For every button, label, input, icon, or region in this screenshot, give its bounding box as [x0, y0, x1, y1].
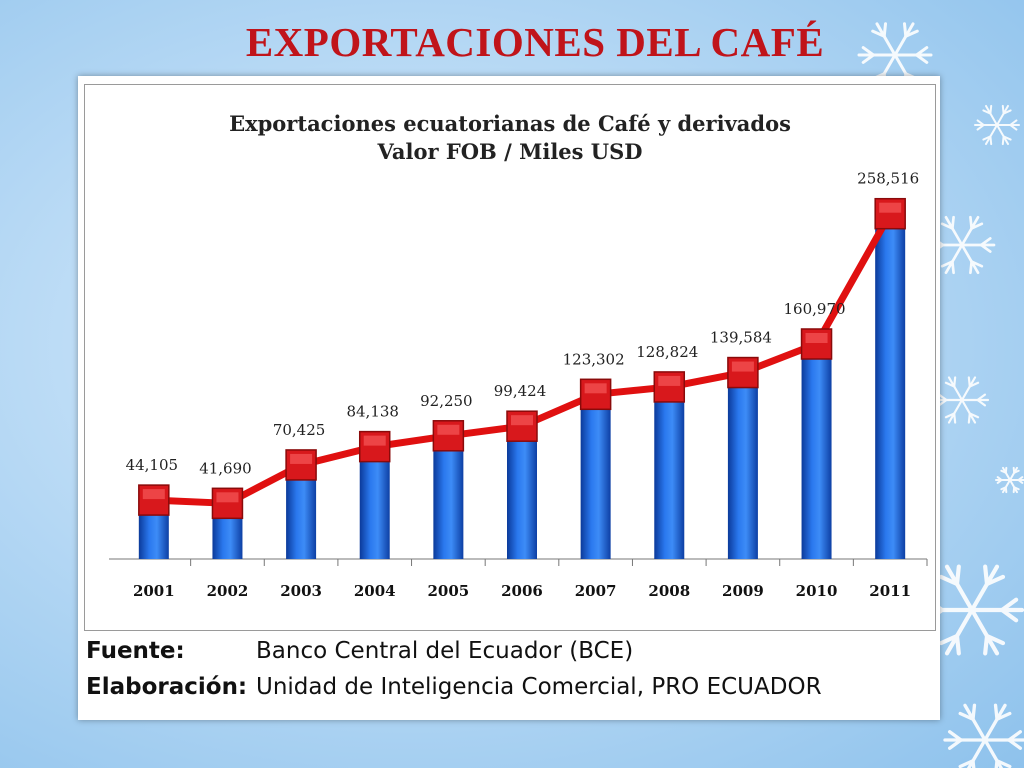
marker-highlight: [584, 383, 607, 394]
snowflake-icon: [995, 466, 1024, 494]
x-tick-label: 2003: [280, 582, 322, 600]
snowflake-icon: [934, 376, 990, 424]
x-tick-label: 2008: [648, 582, 690, 600]
marker-highlight: [805, 332, 828, 343]
data-label: 258,516: [857, 170, 919, 188]
marker-highlight: [142, 489, 165, 500]
bar: [875, 213, 906, 560]
x-tick-label: 2001: [133, 582, 175, 600]
x-tick-label: 2010: [796, 582, 838, 600]
marker-highlight: [658, 375, 681, 386]
source-value: Banco Central del Ecuador (BCE): [256, 638, 634, 664]
x-tick-label: 2004: [354, 582, 396, 600]
x-tick-label: 2009: [722, 582, 764, 600]
marker-highlight: [511, 415, 533, 426]
bar-line-chart: Exportaciones ecuatorianas de Café y der…: [109, 111, 928, 600]
data-label: 70,425: [273, 421, 326, 439]
bar: [580, 394, 611, 559]
marker-highlight: [731, 361, 754, 372]
bar: [801, 343, 832, 559]
bar: [654, 386, 685, 559]
marker-highlight: [290, 453, 313, 464]
marker-highlight: [437, 424, 460, 435]
data-label: 139,584: [710, 329, 772, 347]
data-label: 99,424: [494, 382, 547, 400]
data-label: 44,105: [126, 456, 178, 474]
bar: [507, 426, 537, 559]
data-label: 128,824: [636, 343, 698, 361]
chart-subtitle: Valor FOB / Miles USD: [377, 139, 643, 164]
snowflake-icon: [943, 703, 1024, 768]
data-label: 41,690: [199, 459, 252, 477]
elaboration-label: Elaboración:: [86, 674, 248, 700]
data-label: 92,250: [420, 392, 473, 410]
bar: [433, 435, 464, 559]
source-label: Fuente:: [86, 638, 185, 664]
chart-frame: Exportaciones ecuatorianas de Café y der…: [84, 84, 936, 631]
bar: [359, 446, 390, 559]
x-tick-label: 2005: [427, 582, 469, 600]
chart-title: Exportaciones ecuatorianas de Café y der…: [229, 111, 791, 136]
source-row: Fuente: Banco Central del Ecuador (BCE): [86, 638, 633, 664]
data-label: 123,302: [563, 350, 625, 368]
x-tick-label: 2002: [207, 582, 249, 600]
marker-highlight: [363, 435, 386, 446]
marker-highlight: [879, 202, 902, 213]
chart-card: Exportaciones ecuatorianas de Café y der…: [78, 76, 940, 720]
x-tick-label: 2007: [575, 582, 617, 600]
snowflake-icon: [974, 104, 1020, 146]
elaboration-row: Elaboración: Unidad de Inteligencia Comer…: [86, 674, 822, 700]
x-tick-label: 2011: [869, 582, 911, 600]
x-tick-label: 2006: [501, 582, 543, 600]
elaboration-value: Unidad de Inteligencia Comercial, PRO EC…: [256, 674, 822, 700]
data-label: 84,138: [346, 403, 399, 421]
slide-title: EXPORTACIONES DEL CAFÉ: [245, 19, 825, 65]
marker-highlight: [216, 492, 239, 503]
bar: [727, 372, 758, 559]
data-label: 160,970: [784, 300, 846, 318]
snowflake-icon: [857, 22, 933, 88]
